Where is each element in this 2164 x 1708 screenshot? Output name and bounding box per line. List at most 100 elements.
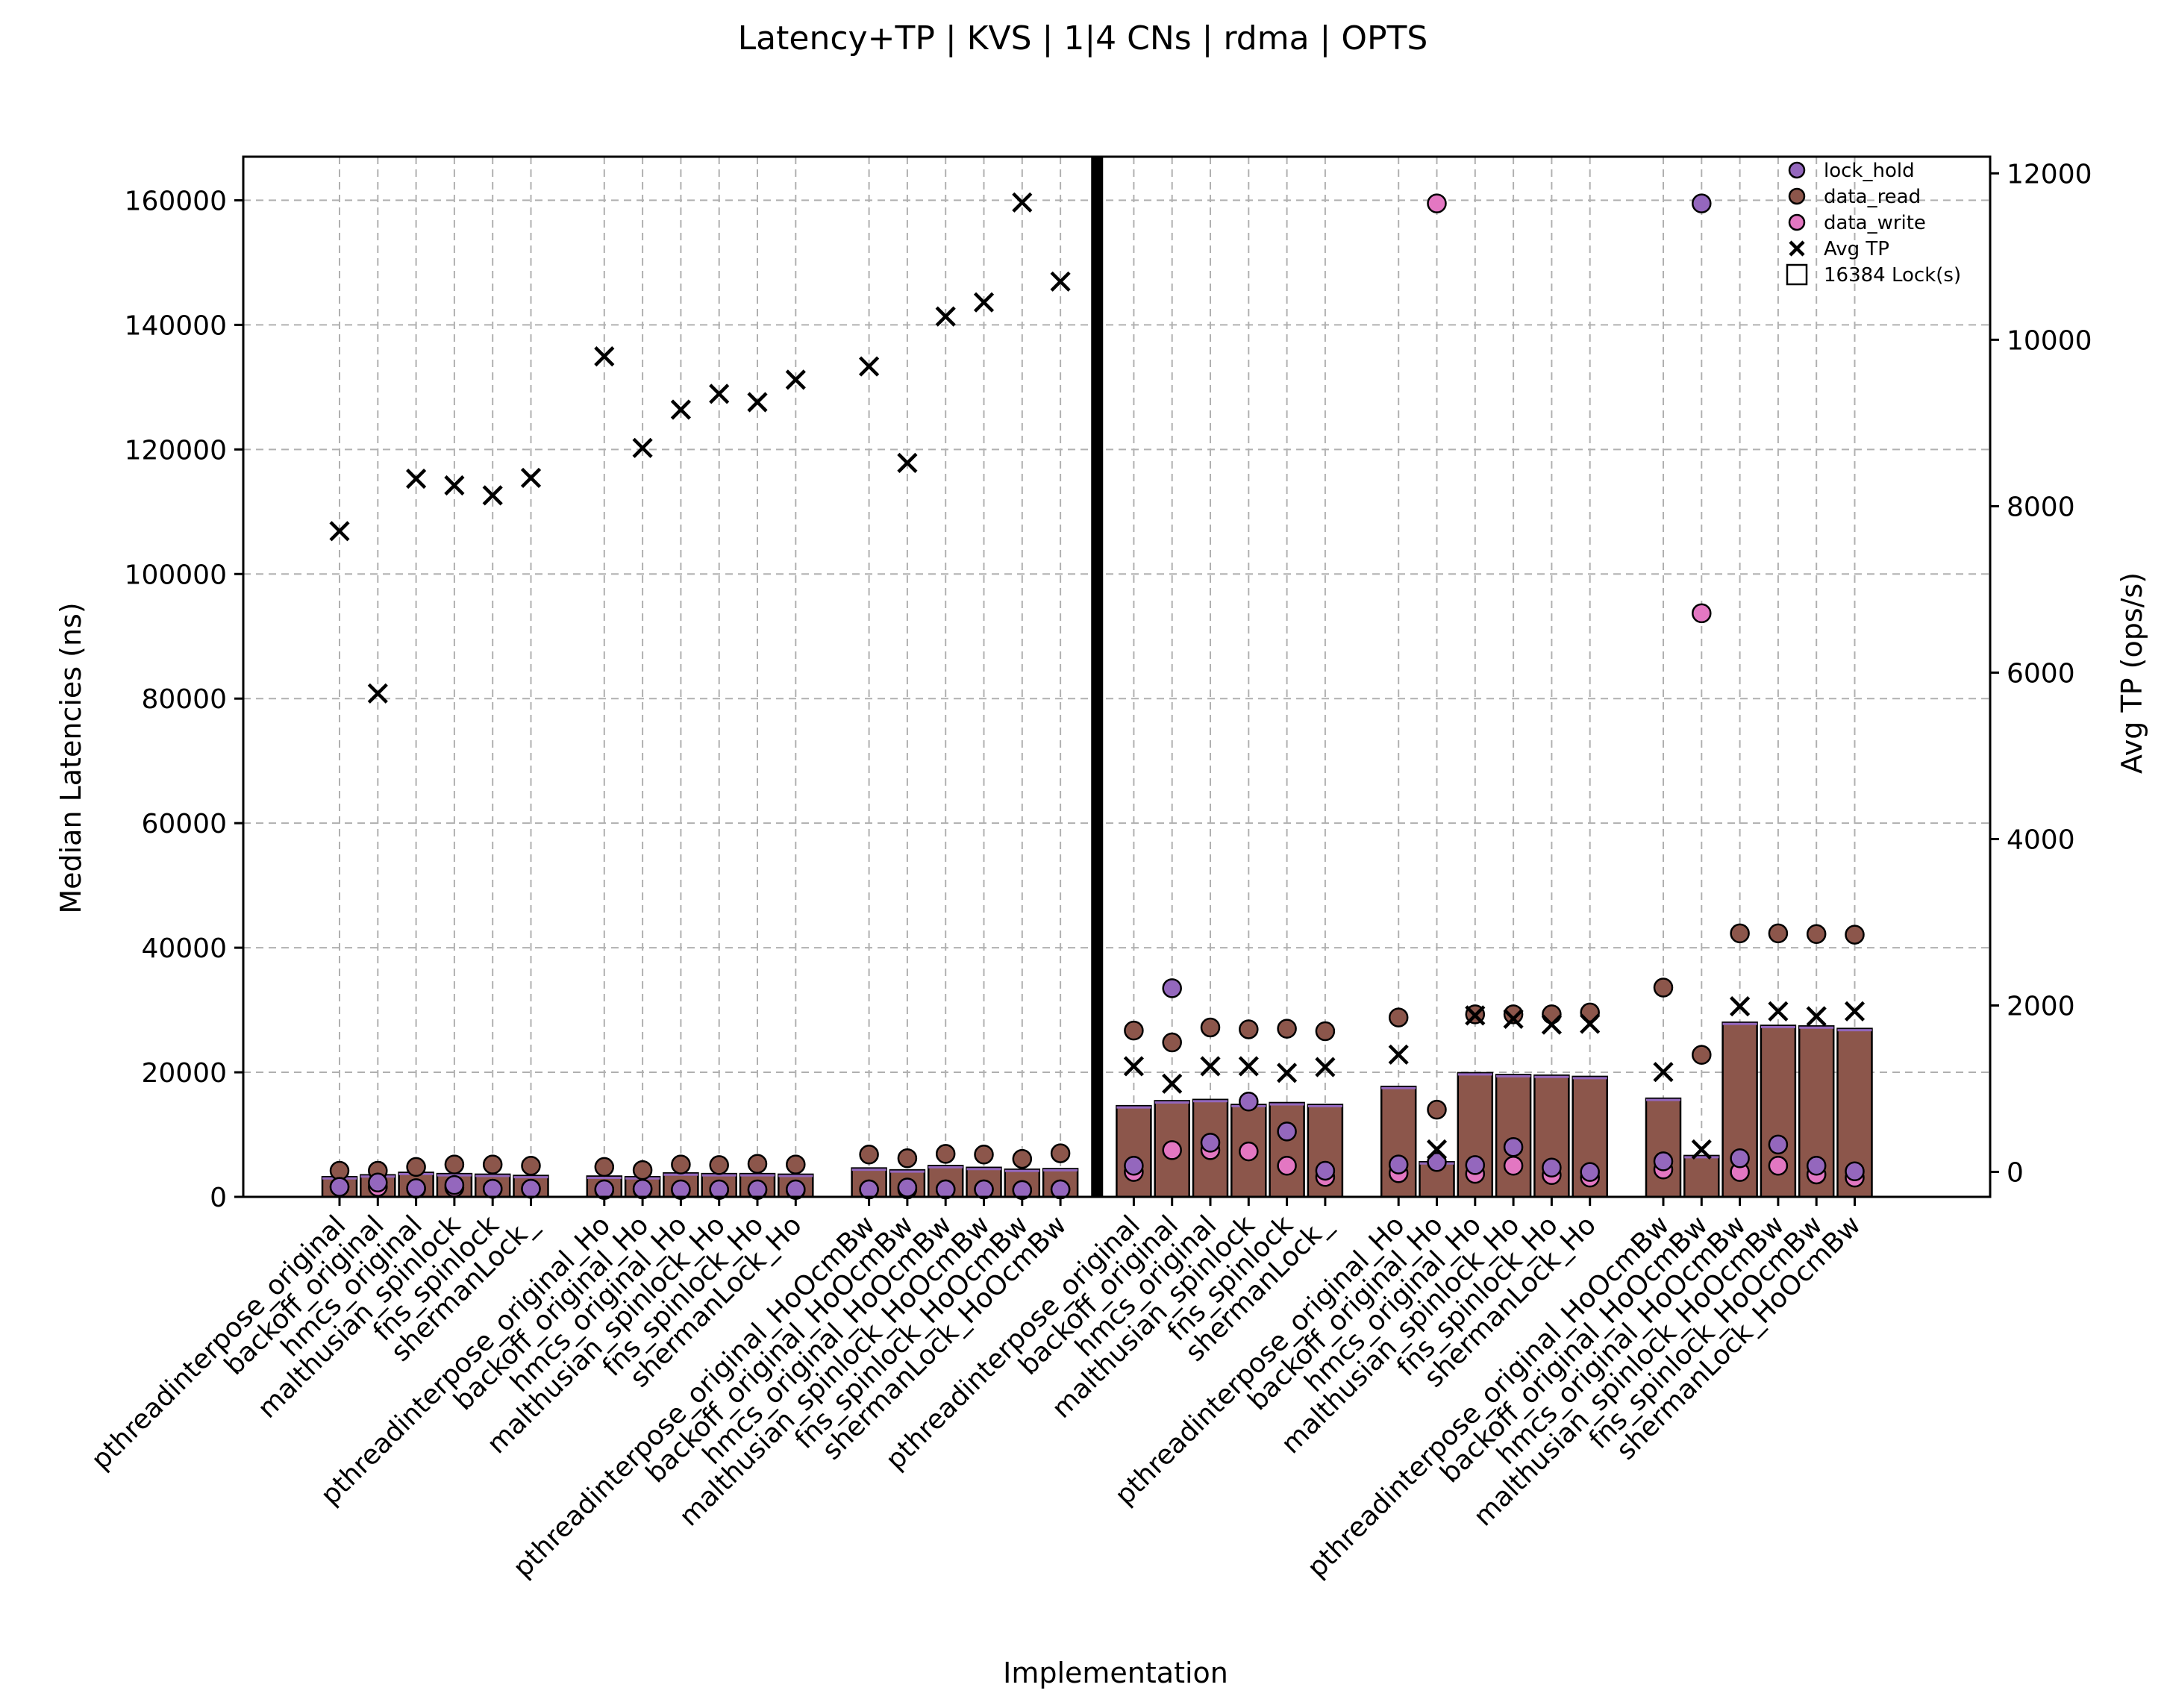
data-read-point xyxy=(329,1160,350,1181)
lock-hold-point xyxy=(1315,1160,1336,1181)
y-tick-label: 40000 xyxy=(141,933,227,964)
legend-marker xyxy=(1788,161,1806,179)
chart-title: Latency+TP | KVS | 1|4 CNs | rdma | OPTS xyxy=(738,19,1428,57)
legend-label: lock_hold xyxy=(1824,160,1915,182)
data-read-point xyxy=(406,1157,426,1177)
avg-tp-point xyxy=(482,485,503,506)
lock-hold-point xyxy=(1277,1122,1297,1142)
data-read-point xyxy=(1012,1148,1033,1169)
data-read-point xyxy=(974,1144,994,1165)
data-read-point xyxy=(897,1148,918,1169)
data-read-point xyxy=(1162,1032,1182,1053)
lock-hold-point xyxy=(1388,1154,1409,1174)
avg-tp-point xyxy=(859,356,880,377)
data-read-point xyxy=(1124,1020,1144,1041)
legend-locks: 16384 Lock(s) xyxy=(1786,263,1961,287)
bar xyxy=(1116,1104,1152,1198)
lock-hold-point xyxy=(747,1179,768,1200)
data-read-point xyxy=(521,1156,541,1176)
lock-hold-point xyxy=(1427,1152,1447,1172)
avg-tp-point xyxy=(897,452,918,473)
lock-hold-point xyxy=(1503,1136,1524,1157)
lock-hold-point xyxy=(1806,1156,1827,1176)
data-read-point xyxy=(632,1160,653,1180)
legend-marker xyxy=(1788,187,1806,205)
y2-tick-label: 6000 xyxy=(2007,658,2075,689)
avg-tp-point xyxy=(632,437,653,458)
legend-lock-hold: lock_hold xyxy=(1788,160,1915,182)
bar xyxy=(1683,1154,1720,1198)
y2-tick-label: 10000 xyxy=(2007,325,2092,356)
data-read-point xyxy=(1388,1007,1409,1027)
avg-tp-point xyxy=(935,306,956,327)
lock-hold-point xyxy=(406,1178,426,1198)
lock-hold-point xyxy=(1200,1133,1221,1153)
legend-data-write: data_write xyxy=(1788,212,1926,234)
data-write-point xyxy=(1503,1156,1524,1176)
y-tick-label: 140000 xyxy=(125,310,227,341)
bar xyxy=(1495,1074,1532,1198)
avg-tp-point xyxy=(367,683,388,704)
data-write-point xyxy=(1692,603,1712,624)
data-read-point xyxy=(444,1154,465,1174)
avg-tp-point xyxy=(406,468,427,489)
lock-hold-point xyxy=(482,1178,503,1199)
lock-hold-point xyxy=(1162,978,1182,998)
avg-tp-point xyxy=(1653,1062,1674,1083)
data-read-point xyxy=(1503,1004,1524,1025)
avg-tp-point xyxy=(1050,271,1071,292)
lock-hold-point xyxy=(935,1179,956,1200)
data-read-point xyxy=(1277,1019,1297,1039)
y2-tick-label: 12000 xyxy=(2007,159,2092,190)
lock-hold-point xyxy=(1653,1151,1674,1171)
data-read-point xyxy=(859,1144,879,1165)
avg-tp-point xyxy=(1426,1139,1448,1160)
avg-tp-point xyxy=(1200,1056,1221,1077)
avg-tp-point xyxy=(1844,1001,1866,1022)
data-read-point xyxy=(1845,925,1865,945)
lock-hold-point xyxy=(671,1179,691,1200)
legend-label: 16384 Lock(s) xyxy=(1824,264,1961,287)
avg-tp-point xyxy=(1730,996,1751,1017)
y-tick-label: 60000 xyxy=(141,809,227,839)
avg-tp-point xyxy=(1238,1056,1259,1077)
lock-hold-point xyxy=(786,1179,806,1200)
avg-tp-point xyxy=(520,467,542,489)
data-read-point xyxy=(671,1154,691,1174)
lock-hold-point xyxy=(1465,1155,1486,1175)
data-read-point xyxy=(709,1155,729,1175)
lock-hold-point xyxy=(1124,1156,1144,1176)
lock-hold-point xyxy=(1580,1162,1600,1182)
avg-tp-point xyxy=(1388,1044,1409,1065)
avg-tp-point xyxy=(329,521,350,542)
data-read-point xyxy=(594,1157,615,1177)
avg-tp-point xyxy=(1162,1073,1183,1094)
legend-label: data_write xyxy=(1824,212,1926,234)
lock-hold-point xyxy=(974,1179,994,1200)
plot-frame xyxy=(242,155,1992,1198)
avg-tp-point xyxy=(1465,1005,1486,1026)
data-read-point xyxy=(1200,1017,1221,1038)
lock-hold-point xyxy=(1768,1134,1789,1155)
legend-marker xyxy=(1789,240,1805,257)
x-axis-label: Implementation xyxy=(1003,1657,1228,1689)
avg-tp-point xyxy=(747,392,768,413)
lock-hold-point xyxy=(329,1177,350,1197)
data-read-point xyxy=(747,1154,768,1174)
data-read-point xyxy=(1427,1099,1447,1120)
avg-tp-point xyxy=(1691,1139,1712,1160)
y-tick-label: 20000 xyxy=(141,1058,227,1089)
lock-hold-point xyxy=(444,1174,465,1195)
bar xyxy=(1645,1097,1682,1198)
avg-tp-point xyxy=(444,475,465,496)
lock-hold-point xyxy=(1692,193,1712,213)
lock-hold-point xyxy=(1239,1092,1259,1112)
avg-tp-point xyxy=(973,292,995,313)
lock-hold-point xyxy=(859,1179,879,1200)
data-read-point xyxy=(1653,977,1674,998)
data-read-point xyxy=(1806,924,1827,944)
legend-marker xyxy=(1788,213,1806,231)
avg-tp-point xyxy=(709,384,730,404)
lock-hold-point xyxy=(1730,1148,1750,1169)
